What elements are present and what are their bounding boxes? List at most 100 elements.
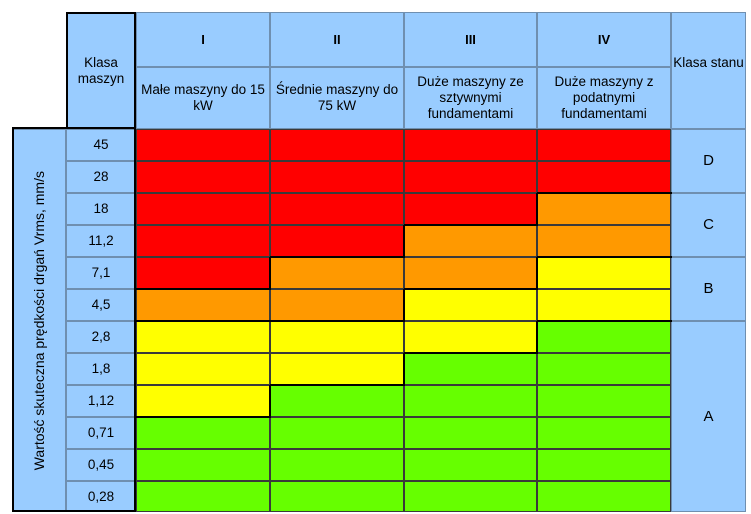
zone-boundary xyxy=(136,416,271,418)
zone-cell-a xyxy=(270,449,404,481)
zone-boundary xyxy=(269,385,271,418)
velocity-value: 0,45 xyxy=(66,449,136,481)
zone-cell-b xyxy=(537,257,671,289)
zone-cell-d xyxy=(270,225,404,257)
zone-cell-a xyxy=(404,385,537,417)
zone-cell-c xyxy=(537,225,671,257)
zone-cell-b xyxy=(537,289,671,321)
zone-boundary xyxy=(536,321,538,354)
zone-cell-a xyxy=(537,385,671,417)
column-description-4: Duże maszyny z podatnymi fundamentami xyxy=(537,67,671,129)
zone-cell-a xyxy=(537,321,671,353)
velocity-value: 1,8 xyxy=(66,353,136,385)
zone-boundary xyxy=(269,257,271,290)
state-class-a: A xyxy=(671,321,746,512)
zone-cell-a xyxy=(136,481,270,512)
zone-boundary xyxy=(270,320,405,322)
velocity-value: 0,28 xyxy=(66,481,136,512)
zone-boundary xyxy=(537,192,672,194)
axis-label-cell: Wartość skuteczna prędkości drgań Vrms, … xyxy=(12,129,66,512)
zone-cell-d xyxy=(404,193,537,225)
zone-boundary xyxy=(403,353,405,386)
zone-cell-d xyxy=(404,161,537,193)
velocity-value: 2,8 xyxy=(66,321,136,353)
zone-cell-a xyxy=(404,449,537,481)
state-class-header: Klasa stanu xyxy=(671,12,746,129)
zone-boundary xyxy=(270,256,405,258)
zone-boundary xyxy=(136,288,271,290)
zone-cell-b xyxy=(270,321,404,353)
velocity-value: 28 xyxy=(66,161,136,193)
zone-cell-b xyxy=(136,385,270,417)
zone-boundary xyxy=(536,257,538,290)
zone-boundary xyxy=(536,193,538,226)
zone-boundary xyxy=(136,320,271,322)
zone-cell-a xyxy=(404,481,537,512)
velocity-value: 0,71 xyxy=(66,417,136,449)
column-numeral-3: III xyxy=(404,12,537,67)
zone-boundary xyxy=(403,225,405,258)
velocity-value: 45 xyxy=(66,129,136,161)
zone-cell-a xyxy=(404,353,537,385)
column-description-2: Średnie maszyny do 75 kW xyxy=(270,67,404,129)
velocity-value: 11,2 xyxy=(66,225,136,257)
zone-boundary xyxy=(537,256,672,258)
zone-boundary xyxy=(66,12,68,129)
state-class-b: B xyxy=(671,257,746,321)
zone-cell-b xyxy=(270,353,404,385)
zone-boundary xyxy=(404,288,538,290)
state-class-c: C xyxy=(671,193,746,257)
zone-cell-d xyxy=(136,193,270,225)
velocity-value: 18 xyxy=(66,193,136,225)
zone-cell-a xyxy=(537,353,671,385)
zone-cell-a xyxy=(537,417,671,449)
zone-boundary xyxy=(404,352,538,354)
zone-boundary xyxy=(12,127,14,512)
zone-cell-a xyxy=(537,481,671,512)
zone-cell-d xyxy=(270,161,404,193)
zone-cell-d xyxy=(136,161,270,193)
zone-cell-b xyxy=(136,321,270,353)
zone-cell-a xyxy=(404,417,537,449)
zone-cell-c xyxy=(270,289,404,321)
zone-cell-b xyxy=(404,321,537,353)
zone-boundary xyxy=(134,12,136,512)
zone-cell-c xyxy=(404,225,537,257)
zone-cell-a xyxy=(270,385,404,417)
zone-boundary xyxy=(270,384,405,386)
zone-cell-b xyxy=(136,353,270,385)
machine-class-header: Klasa maszyn xyxy=(66,12,136,129)
zone-cell-a xyxy=(136,417,270,449)
zone-cell-c xyxy=(136,289,270,321)
velocity-value: 4,5 xyxy=(66,289,136,321)
velocity-value: 7,1 xyxy=(66,257,136,289)
column-description-3: Duże maszyny ze sztywnymi fundamentami xyxy=(404,67,537,129)
state-class-d: D xyxy=(671,129,746,193)
zone-cell-d xyxy=(270,129,404,161)
zone-boundary xyxy=(537,320,672,322)
velocity-value: 1,12 xyxy=(66,385,136,417)
zone-cell-a xyxy=(136,449,270,481)
zone-boundary xyxy=(403,289,405,322)
zone-cell-d xyxy=(537,129,671,161)
column-description-1: Małe maszyny do 15 kW xyxy=(136,67,270,129)
zone-cell-a xyxy=(270,417,404,449)
zone-boundary xyxy=(66,12,134,14)
zone-boundary xyxy=(12,127,136,129)
zone-cell-c xyxy=(537,193,671,225)
zone-cell-d xyxy=(136,129,270,161)
zone-cell-d xyxy=(270,193,404,225)
zone-cell-a xyxy=(270,481,404,512)
zone-boundary xyxy=(404,224,538,226)
zone-cell-d xyxy=(404,129,537,161)
zone-boundary xyxy=(12,510,136,512)
zone-cell-d xyxy=(136,257,270,289)
zone-cell-d xyxy=(537,161,671,193)
column-numeral-4: IV xyxy=(537,12,671,67)
column-numeral-1: I xyxy=(136,12,270,67)
zone-cell-d xyxy=(136,225,270,257)
zone-cell-c xyxy=(404,257,537,289)
zone-cell-c xyxy=(270,257,404,289)
column-numeral-2: II xyxy=(270,12,404,67)
